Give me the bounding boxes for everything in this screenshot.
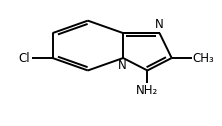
Text: N: N xyxy=(118,59,126,72)
Text: NH₂: NH₂ xyxy=(136,84,159,97)
Text: CH₃: CH₃ xyxy=(193,52,214,65)
Text: N: N xyxy=(155,18,164,31)
Text: Cl: Cl xyxy=(19,52,30,65)
